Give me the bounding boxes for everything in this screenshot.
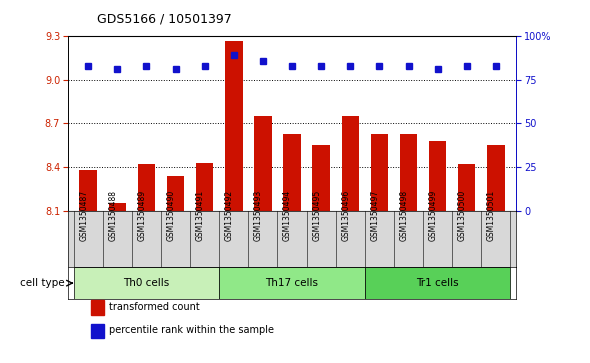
Bar	[371, 134, 388, 211]
Bar	[487, 145, 504, 211]
Text: GSM1350499: GSM1350499	[428, 189, 438, 241]
Text: Th0 cells: Th0 cells	[123, 278, 169, 288]
Bar	[254, 116, 271, 211]
Bar	[74, 267, 219, 299]
Bar	[219, 267, 365, 299]
Text: cell type: cell type	[20, 278, 65, 288]
Bar	[283, 134, 301, 211]
Bar	[400, 134, 417, 211]
Text: GSM1350489: GSM1350489	[137, 189, 146, 241]
Bar	[80, 170, 97, 211]
Text: GSM1350500: GSM1350500	[458, 189, 467, 241]
Bar	[313, 145, 330, 211]
Text: GSM1350493: GSM1350493	[254, 189, 263, 241]
Text: GSM1350497: GSM1350497	[371, 189, 379, 241]
Text: GSM1350494: GSM1350494	[283, 189, 292, 241]
Text: transformed count: transformed count	[109, 302, 200, 312]
Text: GSM1350491: GSM1350491	[196, 189, 205, 241]
Text: GSM1350488: GSM1350488	[109, 189, 117, 241]
Bar	[109, 203, 126, 211]
Text: GSM1350487: GSM1350487	[79, 189, 88, 241]
Text: GSM1350495: GSM1350495	[312, 189, 321, 241]
Text: GSM1350498: GSM1350498	[399, 189, 408, 241]
Text: Th17 cells: Th17 cells	[266, 278, 319, 288]
Bar	[429, 141, 447, 211]
Text: GSM1350490: GSM1350490	[166, 189, 176, 241]
Bar	[137, 164, 155, 211]
Bar	[458, 164, 476, 211]
Bar	[196, 163, 214, 211]
Bar	[167, 176, 184, 211]
Text: GSM1350496: GSM1350496	[341, 189, 350, 241]
Bar	[365, 267, 510, 299]
Text: GSM1350501: GSM1350501	[487, 189, 496, 241]
Text: percentile rank within the sample: percentile rank within the sample	[109, 325, 274, 335]
Bar	[342, 116, 359, 211]
Bar	[225, 41, 242, 211]
Text: GSM1350492: GSM1350492	[225, 189, 234, 241]
Text: Tr1 cells: Tr1 cells	[417, 278, 459, 288]
Text: GDS5166 / 10501397: GDS5166 / 10501397	[97, 13, 232, 26]
